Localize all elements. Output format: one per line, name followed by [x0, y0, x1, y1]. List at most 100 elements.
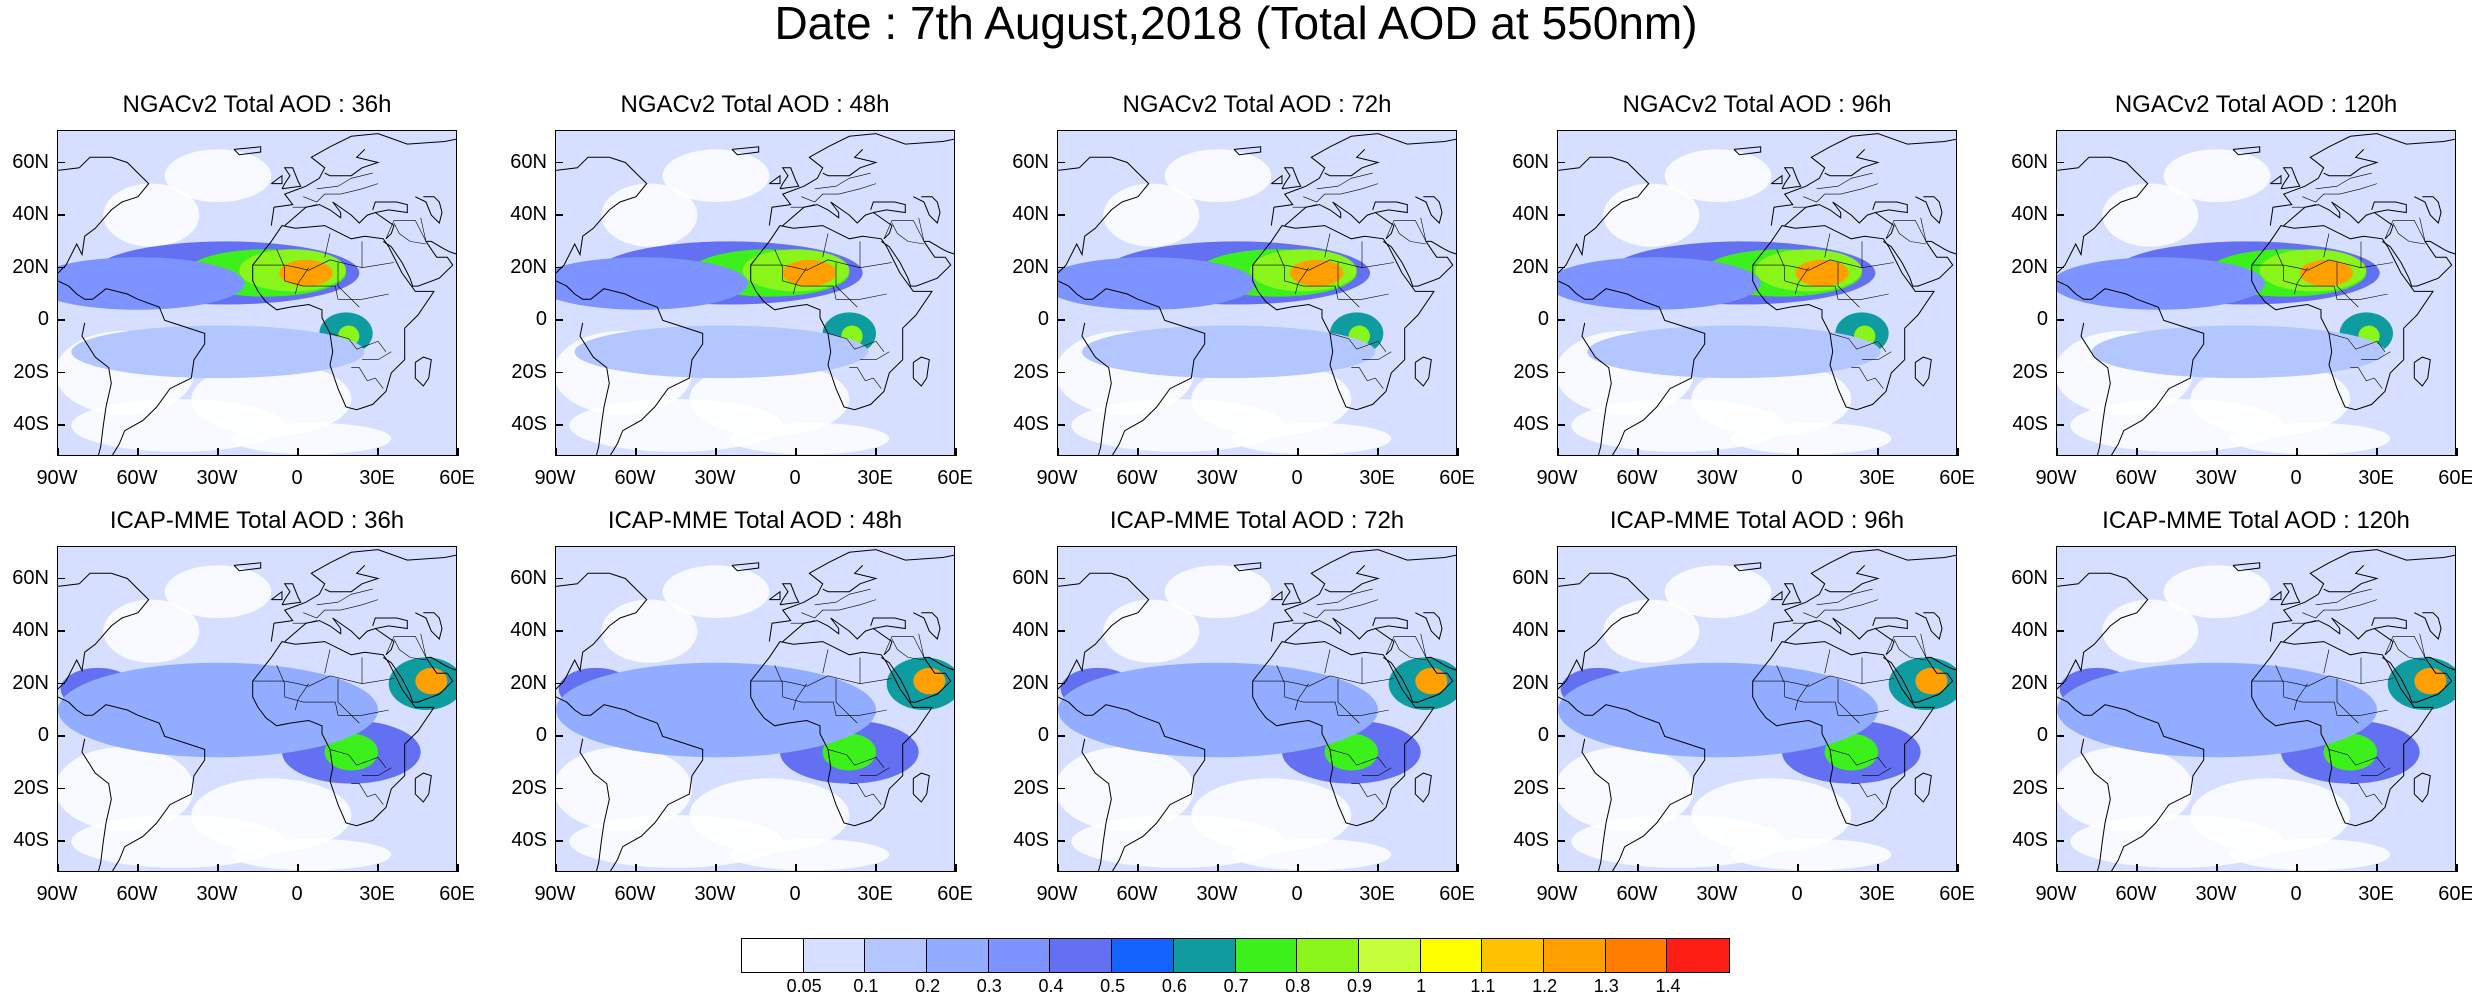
- lon-tick: [1797, 448, 1799, 456]
- lon-tick-label: 0: [789, 467, 801, 489]
- lon-tick: [2056, 448, 2058, 456]
- lat-tick: [2056, 266, 2064, 269]
- lat-tick: [2056, 630, 2064, 632]
- colorbar-swatch: [1112, 939, 1174, 972]
- lon-tick-label: 60E: [1939, 467, 1975, 489]
- lat-tick-label: 60N: [12, 150, 49, 173]
- panel-title: ICAP-MME Total AOD : 96h: [1609, 507, 1905, 534]
- lat-tick: [57, 371, 65, 374]
- colorbar-label: 1: [1416, 976, 1427, 996]
- lon-tick: [2376, 448, 2378, 456]
- lat-tick-label: 20S: [1513, 776, 1549, 799]
- lon-tick-label: 30E: [359, 467, 395, 489]
- lat-tick: [1057, 371, 1065, 374]
- lon-tick-label: 30E: [1359, 883, 1395, 905]
- map-panel: NGACv2 Total AOD : 120h: [2056, 91, 2456, 456]
- lon-tick-label: 90W: [2035, 467, 2077, 489]
- lon-tick-label: 90W: [1536, 883, 1578, 905]
- lat-tick: [555, 266, 563, 269]
- lat-tick: [1057, 161, 1065, 164]
- lat-tick: [1057, 787, 1065, 790]
- lat-tick: [1057, 424, 1065, 426]
- lat-tick: [1557, 630, 1565, 632]
- lat-tick-label: 20S: [1013, 776, 1049, 799]
- lon-tick-label: 30W: [1696, 883, 1738, 905]
- lon-tick: [377, 448, 379, 456]
- panel-title: NGACv2 Total AOD : 120h: [2114, 91, 2398, 118]
- lat-tick: [1557, 161, 1565, 164]
- lon-tick: [1717, 864, 1719, 872]
- lon-tick: [2136, 864, 2138, 872]
- map-panel: ICAP-MME Total AOD : 72h: [1057, 508, 1457, 872]
- lon-tick-label: 90W: [2035, 883, 2077, 905]
- colorbar-swatch: [1667, 939, 1729, 972]
- lat-tick-label: 20N: [1512, 671, 1549, 694]
- lat-tick: [1557, 682, 1565, 685]
- lat-tick: [555, 630, 563, 632]
- lon-tick-label: 0: [1291, 467, 1303, 489]
- lat-tick-label: 20N: [1012, 671, 1049, 694]
- panel-title: ICAP-MME Total AOD : 120h: [2102, 507, 2410, 534]
- aod-map: [1557, 130, 1957, 456]
- panel-title: NGACv2 Total AOD : 48h: [620, 91, 890, 118]
- lat-tick: [1557, 840, 1565, 842]
- lat-tick-label: 60N: [1012, 566, 1049, 589]
- lon-tick: [1217, 448, 1219, 456]
- lon-tick-label: 60W: [614, 883, 656, 905]
- lon-tick: [1137, 448, 1139, 456]
- aod-map: [1057, 130, 1457, 456]
- aod-map: [2056, 546, 2456, 872]
- lat-tick: [1057, 735, 1065, 737]
- lat-tick-label: 0: [535, 724, 547, 747]
- lat-tick-label: 40N: [1512, 619, 1549, 642]
- lon-tick: [297, 448, 299, 456]
- lon-tick: [297, 864, 299, 872]
- colorbar-swatch: [1420, 939, 1483, 972]
- aod-field: [1058, 131, 1456, 455]
- lat-tick-label: 20S: [2012, 360, 2048, 383]
- lon-tick-label: 30E: [1859, 467, 1895, 489]
- lon-tick-label: 60E: [937, 883, 973, 905]
- lon-tick-label: 60E: [1939, 883, 1975, 905]
- lat-tick-label: 40N: [12, 619, 49, 642]
- lat-tick-label: 40N: [510, 619, 547, 642]
- lat-tick-label: 40S: [511, 829, 547, 852]
- map-panel: NGACv2 Total AOD : 72h: [1057, 92, 1457, 456]
- lat-tick: [2056, 735, 2064, 737]
- lat-tick-label: 20N: [510, 671, 547, 694]
- lon-tick-label: 30W: [1696, 467, 1738, 489]
- lon-tick: [795, 864, 797, 872]
- lat-tick: [57, 161, 65, 164]
- lat-tick: [2056, 787, 2064, 790]
- lon-tick: [555, 864, 557, 872]
- aod-map: [555, 130, 955, 456]
- aod-map: [2056, 130, 2456, 456]
- colorbar-label: 1.1: [1470, 976, 1496, 996]
- lon-tick: [1797, 864, 1799, 872]
- lat-tick: [555, 424, 563, 426]
- lat-tick: [1057, 266, 1065, 269]
- lat-tick: [1057, 630, 1065, 632]
- lon-tick: [1957, 864, 1959, 872]
- lon-tick: [875, 448, 877, 456]
- lon-tick: [2056, 864, 2058, 872]
- lat-tick-label: 20N: [1512, 255, 1549, 278]
- lon-tick-label: 60W: [2115, 883, 2157, 905]
- lon-tick: [1457, 448, 1459, 456]
- lat-tick: [555, 787, 563, 790]
- lon-tick: [1637, 448, 1639, 456]
- lat-tick-label: 20S: [13, 360, 49, 383]
- lat-tick-label: 40N: [1012, 203, 1049, 226]
- lat-tick: [2056, 214, 2064, 216]
- lat-tick-label: 0: [2036, 308, 2048, 331]
- lat-tick: [1057, 319, 1065, 321]
- lon-tick: [1137, 864, 1139, 872]
- colorbar-swatch: [1543, 939, 1606, 972]
- lon-tick: [57, 448, 59, 456]
- lon-tick-label: 30W: [694, 883, 736, 905]
- colorbar-swatch: [803, 939, 866, 972]
- aod-field: [1558, 547, 1956, 871]
- lat-tick-label: 60N: [2011, 150, 2048, 173]
- colorbar: [741, 938, 1730, 973]
- lat-tick: [2056, 424, 2064, 426]
